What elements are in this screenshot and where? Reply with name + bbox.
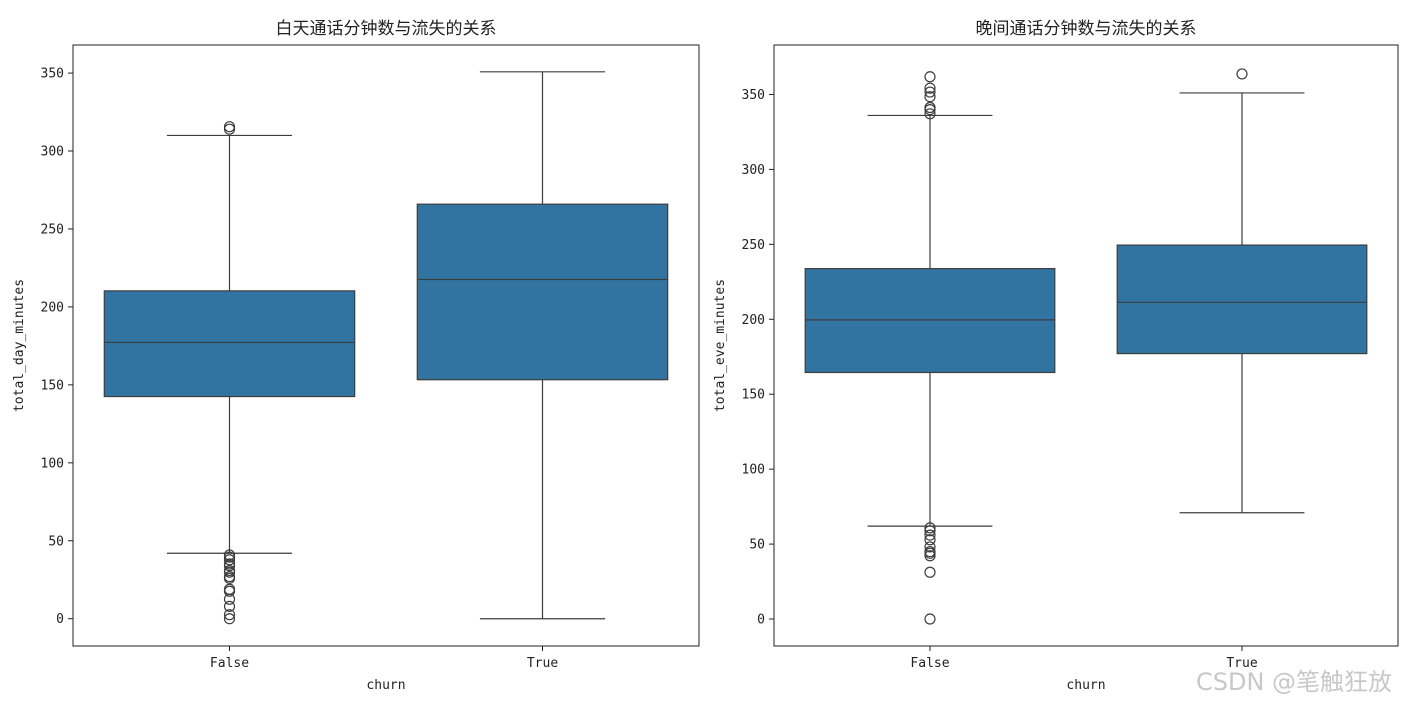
y-tick-label: 300 — [742, 163, 765, 178]
y-axis-label: total_eve_minutes — [713, 279, 728, 412]
y-tick-label: 100 — [742, 463, 765, 478]
outlier-point — [924, 108, 936, 120]
box-false — [804, 71, 1056, 625]
y-tick-label: 200 — [41, 300, 64, 315]
y-tick-label: 50 — [749, 538, 765, 553]
y-tick-label: 150 — [742, 388, 765, 403]
y-tick-label: 250 — [41, 222, 64, 237]
y-axis-label: total_day_minutes — [12, 279, 27, 412]
x-tick-label: False — [210, 656, 249, 671]
y-tick-label: 150 — [41, 378, 64, 393]
outlier-point — [223, 121, 236, 133]
chart-title: 晚间通话分钟数与流失的关系 — [976, 19, 1197, 39]
iqr-box — [103, 290, 356, 398]
outlier-point — [924, 529, 936, 541]
box-true — [416, 71, 669, 620]
x-tick-label: True — [1226, 656, 1257, 671]
outlier-point — [924, 550, 936, 562]
iqr-box — [416, 203, 669, 381]
outlier-point — [223, 571, 236, 583]
outlier-point — [1236, 68, 1248, 80]
x-axis-label: churn — [1066, 678, 1105, 693]
y-tick-label: 300 — [41, 145, 64, 160]
box-true — [1116, 68, 1368, 514]
outlier-point — [924, 86, 936, 98]
outlier-point — [223, 600, 236, 613]
chart-title: 白天通话分钟数与流失的关系 — [276, 19, 497, 39]
iqr-box — [804, 268, 1056, 374]
outlier-point — [223, 609, 236, 621]
outlier-point — [223, 564, 236, 577]
y-tick-label: 100 — [41, 456, 64, 471]
outlier-point — [223, 554, 236, 566]
outlier-point — [924, 522, 936, 534]
x-tick-label: False — [910, 656, 949, 671]
chart-panel-2: 晚间通话分钟数与流失的关系 0 50 100 150 200 250 300 350 False T… — [713, 19, 1399, 693]
outlier-point — [223, 558, 236, 570]
x-axis-label: churn — [366, 678, 405, 693]
outlier-point — [924, 525, 936, 537]
outlier-point — [924, 91, 936, 103]
outlier-point — [223, 583, 236, 595]
y-tick-label: 50 — [48, 534, 64, 549]
outlier-point — [924, 101, 936, 114]
y-tick-label: 200 — [742, 313, 765, 328]
outlier-point — [924, 566, 936, 578]
y-tick-label: 350 — [41, 67, 64, 82]
outlier-point — [924, 545, 936, 558]
outlier-point — [924, 82, 936, 94]
outlier-point — [924, 71, 936, 83]
y-tick-label: 250 — [742, 238, 765, 253]
x-tick-label: True — [527, 656, 558, 671]
plot-frame — [773, 44, 1399, 647]
outlier-point — [223, 613, 236, 625]
box-false — [103, 121, 356, 625]
outlier-point — [223, 123, 236, 135]
outlier-point — [924, 613, 936, 625]
plot-frame — [72, 44, 700, 647]
y-tick-label: 0 — [56, 612, 64, 627]
y-tick-label: 350 — [742, 88, 765, 103]
iqr-box — [1116, 244, 1368, 355]
outlier-point — [223, 549, 236, 561]
outlier-point — [924, 541, 936, 553]
chart-panel-1: 白天通话分钟数与流失的关系 0 50 100 150 200 250 300 350 False T… — [12, 19, 700, 693]
outlier-point — [924, 534, 936, 546]
y-tick-label: 0 — [757, 613, 765, 628]
watermark: CSDN @笔触狂放 — [1196, 668, 1393, 696]
